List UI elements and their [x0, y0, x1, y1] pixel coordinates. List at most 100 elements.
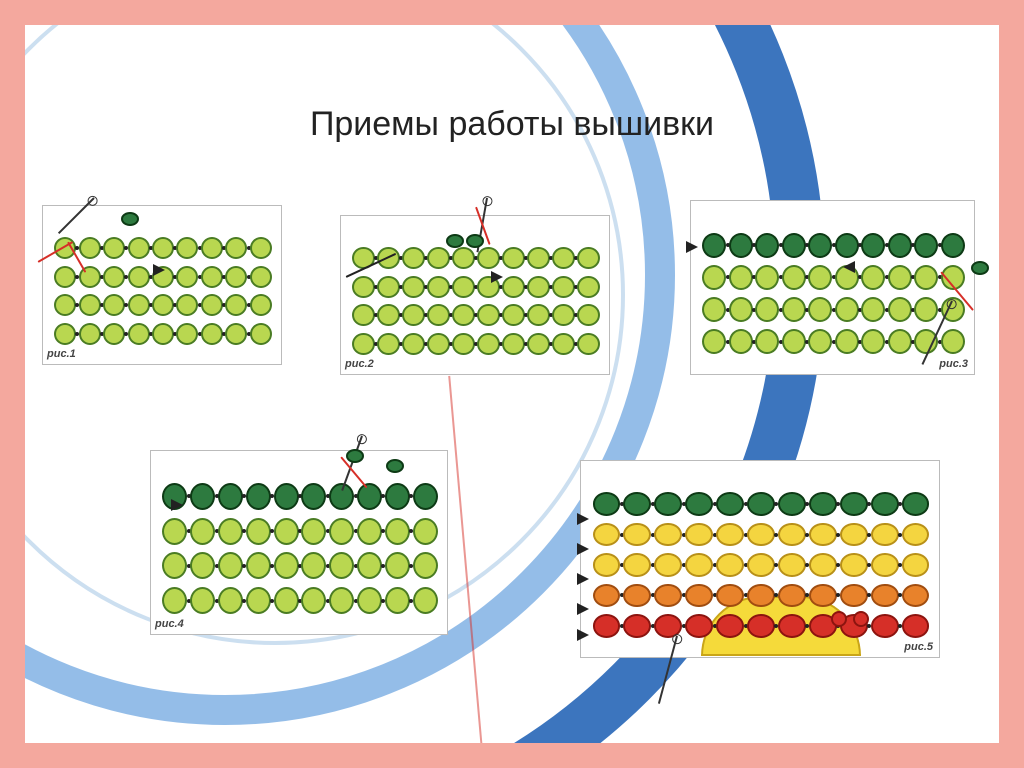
bead	[128, 237, 150, 259]
bead	[729, 329, 753, 354]
bead	[871, 492, 899, 516]
bead	[377, 304, 400, 326]
bead	[427, 247, 450, 269]
bead	[747, 523, 775, 547]
bead	[385, 587, 410, 614]
bead	[577, 247, 600, 269]
bead	[413, 552, 438, 579]
bead	[413, 483, 438, 510]
bead	[402, 304, 425, 326]
direction-arrow	[577, 513, 589, 525]
bead	[835, 233, 859, 258]
bead	[402, 276, 425, 298]
bead	[702, 265, 726, 290]
bead	[301, 587, 326, 614]
bead	[716, 553, 744, 577]
bead	[250, 237, 272, 259]
bead	[301, 552, 326, 579]
bead	[685, 553, 713, 577]
bead	[201, 266, 223, 288]
bead	[971, 261, 989, 275]
direction-arrow	[577, 543, 589, 555]
bead	[729, 233, 753, 258]
bead	[809, 584, 837, 608]
bead	[103, 323, 125, 345]
bead	[385, 518, 410, 545]
bead	[301, 518, 326, 545]
bead	[477, 247, 500, 269]
direction-arrow	[577, 573, 589, 585]
bead	[502, 276, 525, 298]
bead	[201, 237, 223, 259]
bead	[809, 523, 837, 547]
bead	[623, 492, 651, 516]
bead	[888, 329, 912, 354]
bead	[225, 237, 247, 259]
bead	[152, 323, 174, 345]
bead	[377, 276, 400, 298]
bead	[888, 233, 912, 258]
bead	[840, 523, 868, 547]
bead	[835, 329, 859, 354]
direction-arrow	[577, 629, 589, 641]
bead	[902, 492, 930, 516]
bead	[747, 584, 775, 608]
bead	[477, 304, 500, 326]
bead	[413, 518, 438, 545]
bead	[654, 523, 682, 547]
bead	[654, 584, 682, 608]
bead	[778, 614, 806, 638]
bead	[871, 614, 899, 638]
bead	[755, 297, 779, 322]
bead	[593, 584, 621, 608]
bead	[274, 587, 299, 614]
bead	[778, 523, 806, 547]
bead	[176, 294, 198, 316]
bead	[747, 614, 775, 638]
figure-4-label: рис.4	[155, 618, 184, 630]
bead	[755, 329, 779, 354]
bead	[747, 553, 775, 577]
bead	[190, 483, 215, 510]
bead	[861, 297, 885, 322]
bead	[902, 553, 930, 577]
bead	[685, 523, 713, 547]
slide-title: Приемы работы вышивки	[0, 105, 1024, 144]
direction-arrow	[153, 264, 165, 276]
bead	[835, 297, 859, 322]
bead	[831, 611, 847, 627]
figure-5: рис.5	[580, 460, 940, 658]
bead	[452, 247, 475, 269]
bead	[103, 294, 125, 316]
figure-5-label: рис.5	[904, 641, 933, 653]
figure-1-label: рис.1	[47, 348, 76, 360]
bead	[685, 584, 713, 608]
bead	[502, 247, 525, 269]
bead	[914, 233, 938, 258]
bead	[840, 553, 868, 577]
bead	[941, 233, 965, 258]
bead	[593, 492, 621, 516]
bead	[152, 237, 174, 259]
bead	[190, 518, 215, 545]
bead	[593, 523, 621, 547]
direction-arrow	[686, 241, 698, 253]
bead	[329, 587, 354, 614]
bead	[54, 323, 76, 345]
bead	[755, 265, 779, 290]
figure-3-label: рис.3	[939, 358, 968, 370]
bead	[808, 297, 832, 322]
bead	[716, 492, 744, 516]
bead	[329, 552, 354, 579]
bead	[778, 492, 806, 516]
bead	[274, 483, 299, 510]
bead	[527, 247, 550, 269]
bead	[377, 333, 400, 355]
bead	[871, 523, 899, 547]
bead	[623, 614, 651, 638]
bead	[778, 584, 806, 608]
bead	[201, 323, 223, 345]
bead	[218, 518, 243, 545]
bead	[218, 552, 243, 579]
bead	[702, 329, 726, 354]
